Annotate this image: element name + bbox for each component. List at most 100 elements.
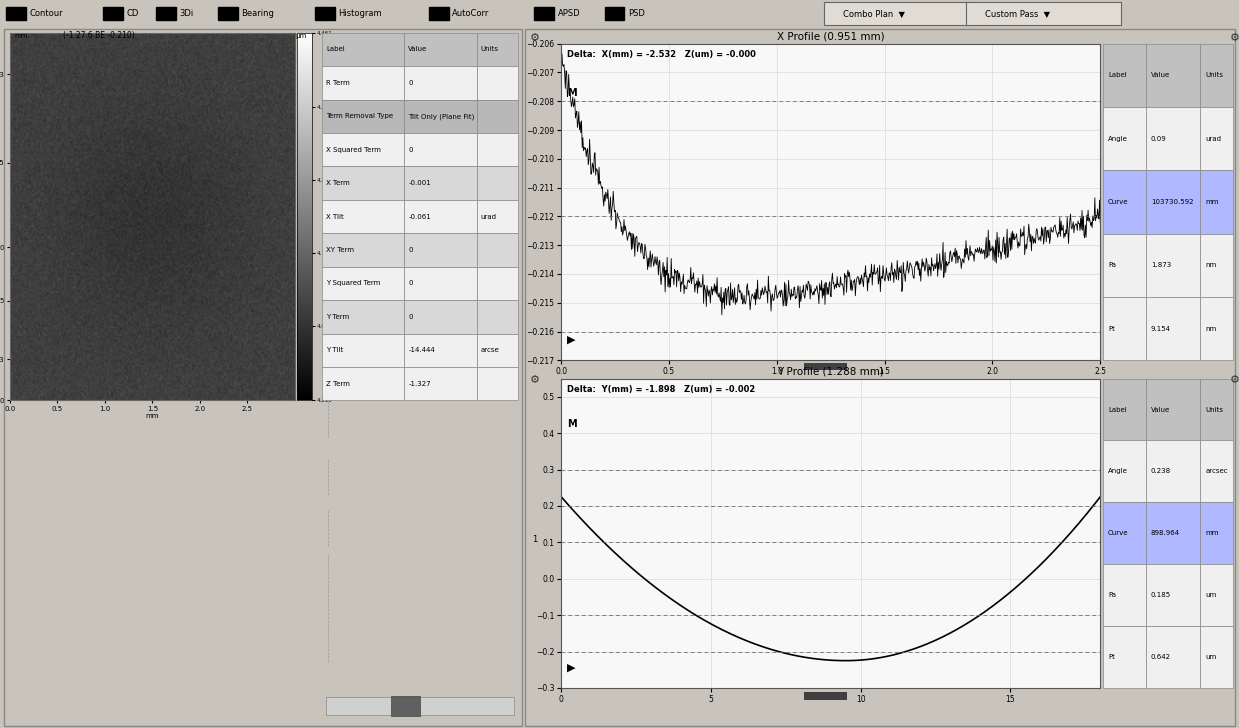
Text: Pt: Pt [1108,325,1115,332]
Bar [1103,379,1146,440]
Text: ▶: ▶ [566,662,575,673]
Text: M: M [566,419,576,429]
Bar [156,7,176,20]
Bar [1103,626,1146,688]
Bar [1146,234,1201,297]
Text: X Squared Term: X Squared Term [326,147,380,153]
Text: Delta:  Y(mm) = -1.898   Z(um) = -0.002: Delta: Y(mm) = -1.898 Z(um) = -0.002 [566,384,755,394]
Bar [1146,379,1201,440]
Text: 9.154: 9.154 [1151,325,1171,332]
Text: mm: mm [15,33,28,39]
Text: Y Tilt: Y Tilt [326,347,343,353]
Text: Label: Label [1108,406,1126,413]
Bar [477,233,518,266]
Text: X Term: X Term [326,180,349,186]
Text: nm: nm [1206,325,1217,332]
Text: Bearing: Bearing [242,9,275,18]
Bar [534,7,554,20]
Bar [390,696,420,716]
Text: AutoCorr: AutoCorr [452,9,489,18]
Bar [322,367,404,400]
Text: um: um [1206,654,1217,660]
Text: 0: 0 [409,80,413,86]
Text: Custom Pass  ▼: Custom Pass ▼ [985,9,1051,18]
Bar [1146,107,1201,170]
Bar [477,266,518,300]
Text: Z Term: Z Term [326,381,349,387]
Text: CD: CD [126,9,139,18]
Bar [404,133,477,167]
Bar [322,133,404,167]
Bar [322,200,404,233]
Text: Value: Value [1151,406,1170,413]
Bar [477,200,518,233]
Bar [804,363,847,370]
Bar [1201,297,1233,360]
Bar [322,66,404,100]
Bar [322,33,404,66]
Bar [804,692,847,700]
Text: Units: Units [1206,406,1223,413]
Text: -14.444: -14.444 [409,347,435,353]
Text: 1.873: 1.873 [1151,262,1171,269]
Text: Y Squared Term: Y Squared Term [326,280,380,286]
Text: Contour: Contour [30,9,63,18]
Text: urad: urad [481,213,497,220]
Text: PSD: PSD [628,9,646,18]
Text: 0: 0 [409,280,413,286]
Bar [1201,626,1233,688]
Text: APSD: APSD [558,9,580,18]
Bar [477,66,518,100]
Text: Histogram: Histogram [338,9,382,18]
Bar [218,7,238,20]
Text: Combo Plan  ▼: Combo Plan ▼ [843,9,904,18]
Text: -1.327: -1.327 [409,381,431,387]
Text: Label: Label [326,47,344,52]
Bar [404,233,477,266]
Bar [1103,440,1146,502]
Bar [1201,564,1233,626]
Text: ⚙: ⚙ [1230,33,1239,43]
Bar [404,333,477,367]
Text: 0: 0 [409,147,413,153]
FancyBboxPatch shape [966,2,1121,25]
Bar [477,133,518,167]
Text: (-1.27.6 BE -0.210): (-1.27.6 BE -0.210) [63,31,135,39]
Bar [322,167,404,200]
Text: 0.09: 0.09 [1151,135,1167,142]
FancyBboxPatch shape [824,2,973,25]
Bar [1201,379,1233,440]
Text: Value: Value [409,47,427,52]
Text: Pt: Pt [1108,654,1115,660]
Bar [404,367,477,400]
Text: 898.964: 898.964 [1151,530,1180,537]
Bar [322,333,404,367]
Title: Y Profile (1.288 mm): Y Profile (1.288 mm) [777,366,885,376]
Bar [1201,170,1233,234]
Text: ⚙: ⚙ [530,33,540,43]
Text: 0: 0 [409,247,413,253]
Text: Curve: Curve [1108,199,1129,205]
Bar [1103,297,1146,360]
Bar [1146,440,1201,502]
Bar [477,300,518,333]
Text: -0.001: -0.001 [409,180,431,186]
Text: 3Di: 3Di [180,9,195,18]
Bar [404,100,477,133]
Text: Y Term: Y Term [326,314,349,320]
Text: Label: Label [1108,72,1126,79]
Text: um: um [1206,592,1217,598]
Text: urad: urad [1206,135,1222,142]
Bar [404,300,477,333]
Bar [322,233,404,266]
Text: -0.061: -0.061 [409,213,431,220]
Bar [1146,44,1201,107]
Bar [605,7,624,20]
Bar [477,367,518,400]
Text: Pa: Pa [1108,262,1116,269]
Text: Angle: Angle [1108,135,1127,142]
Bar [1201,502,1233,564]
Bar [1146,170,1201,234]
X-axis label: mm: mm [146,414,159,419]
Text: 0.642: 0.642 [1151,654,1171,660]
